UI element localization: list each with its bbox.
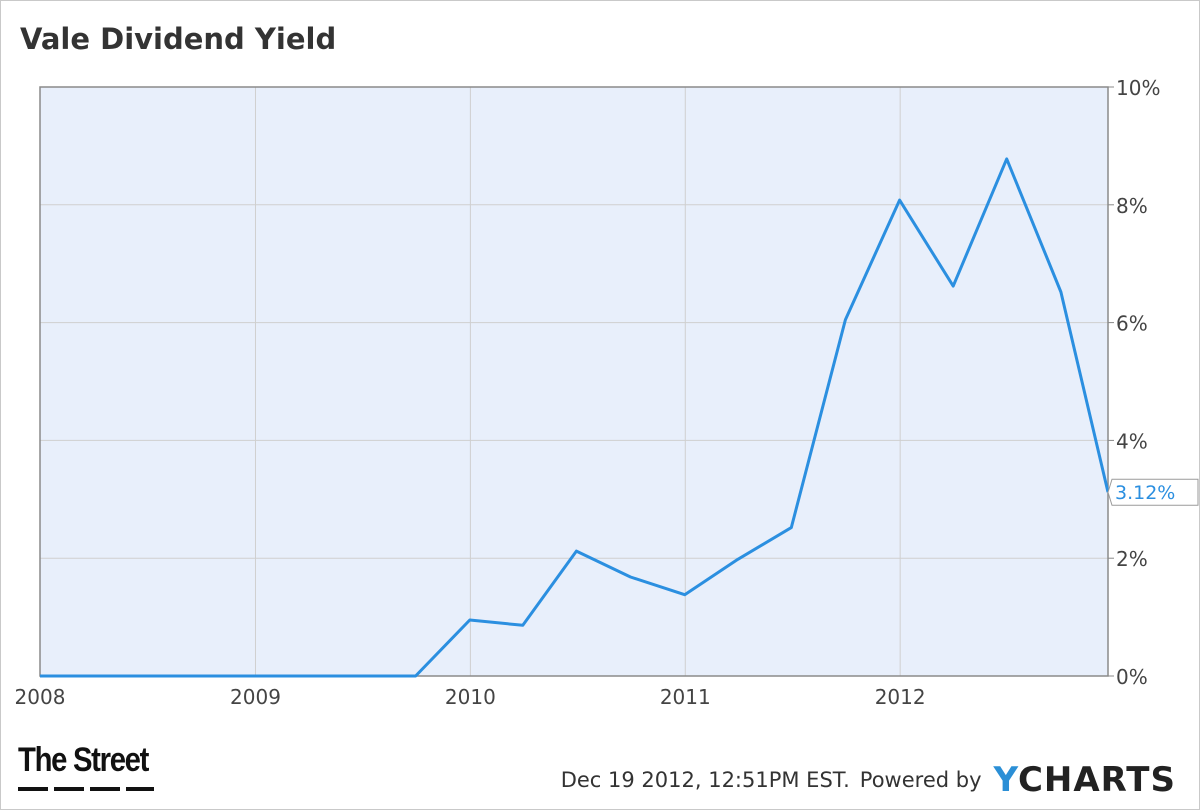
x-tick-label: 2010 — [445, 685, 496, 709]
ycharts-logo-y: Y — [993, 760, 1018, 800]
thestreet-logo: The Street — [18, 741, 149, 779]
last-value-callout — [1107, 478, 1199, 506]
y-tick-label: 6% — [1116, 312, 1148, 336]
chart-title: Vale Dividend Yield — [20, 22, 337, 56]
x-tick-label: 2011 — [660, 685, 711, 709]
plot-border — [39, 86, 1109, 677]
x-tick-label: 2008 — [15, 685, 66, 709]
y-tick-label: 0% — [1116, 665, 1148, 689]
powered-by-label: Powered by — [859, 768, 982, 792]
y-tick-label: 2% — [1116, 547, 1148, 571]
ycharts-logo[interactable]: YCHARTS — [994, 760, 1176, 800]
ycharts-logo-text: CHARTS — [1017, 760, 1176, 800]
last-value-label: 3.12% — [1115, 482, 1175, 504]
plot-background — [40, 87, 1108, 676]
thestreet-logo-underline — [18, 787, 154, 791]
x-tick-label: 2009 — [230, 685, 281, 709]
chart-footer: Dec 19 2012, 12:51PM EST. Powered by YCH… — [561, 760, 1176, 800]
y-tick-label: 8% — [1116, 194, 1148, 218]
timestamp: Dec 19 2012, 12:51PM EST. — [560, 768, 850, 792]
y-tick-label: 4% — [1116, 429, 1148, 453]
x-tick-label: 2012 — [875, 685, 926, 709]
y-tick-label: 10% — [1116, 76, 1160, 100]
series-line — [40, 157, 1110, 678]
